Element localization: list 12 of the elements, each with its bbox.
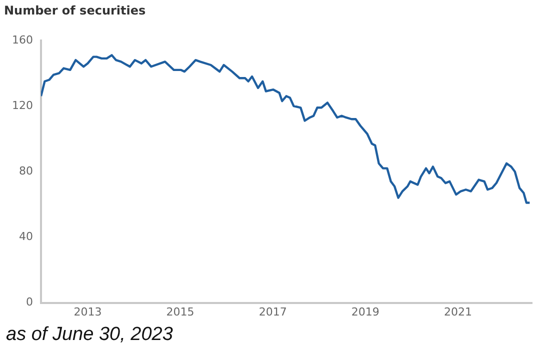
x-tick-label: 2019 <box>351 305 380 318</box>
y-tick-label: 80 <box>18 164 33 178</box>
y-tick-label: 40 <box>18 230 33 244</box>
x-tick-label: 2013 <box>74 305 102 318</box>
x-tick-label: 2015 <box>166 305 194 318</box>
x-tick-label: 2017 <box>258 305 287 318</box>
y-tick-label: 0 <box>26 296 33 309</box>
x-tick-label: 2021 <box>444 305 472 318</box>
y-tick-label: 120 <box>12 98 33 112</box>
text: as of June 30, 2023 <box>5 323 174 347</box>
chart-title: Number of securities <box>4 3 146 18</box>
y-tick-label: 160 <box>12 33 33 46</box>
